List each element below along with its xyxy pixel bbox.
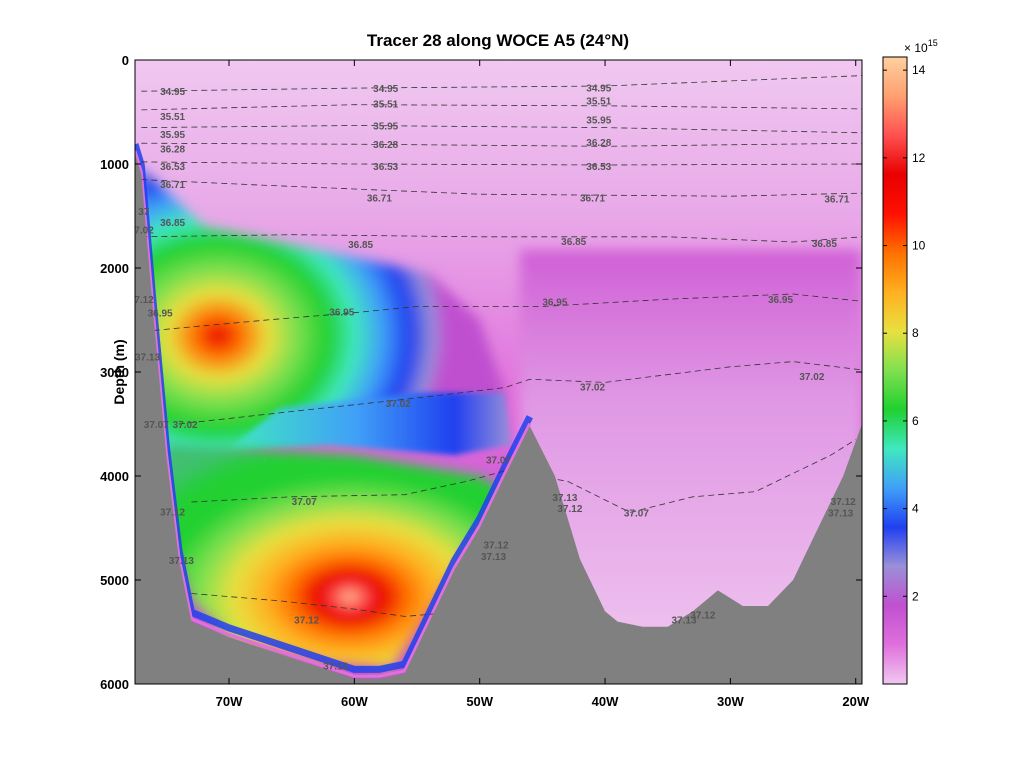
- contour-line: [141, 125, 862, 134]
- field-boundary-rim-outer: [135, 150, 532, 678]
- contour-label: 36.71: [160, 180, 185, 191]
- contour-label: 37.02: [580, 383, 605, 394]
- y-tick-label: 2000: [100, 261, 129, 276]
- contour-label: 37.13: [481, 552, 506, 563]
- contour-label: 37.13: [169, 556, 194, 567]
- contour-line: [141, 104, 862, 111]
- contour-label: 36.28: [160, 144, 185, 155]
- chart-title: Tracer 28 along WOCE A5 (24°N): [367, 31, 629, 50]
- contour-line: [178, 361, 862, 425]
- plot-area: 34.95 34.95 34.95 35.51 35.51 35.51 35.95 35.95…: [129, 60, 862, 684]
- colorbar-exponent-base: × 10: [904, 41, 928, 55]
- y-tick-label: 6000: [100, 677, 129, 692]
- x-tick-label: 70W: [216, 694, 243, 709]
- x-axis: 70W 60W 50W 40W 30W 20W: [216, 60, 870, 709]
- y-tick-label: 4000: [100, 469, 129, 484]
- x-tick-label: 60W: [341, 694, 368, 709]
- colorbar-exponent-power: 15: [928, 38, 938, 48]
- colorbar: [882, 56, 908, 685]
- contour-label: 37.12: [831, 497, 856, 508]
- colorbar-ticks: 2 4 6 8 10 12 14: [883, 63, 926, 603]
- y-tick-label: 1000: [100, 157, 129, 172]
- field-mid-depth-band: [229, 392, 511, 456]
- contour-label: 36.95: [329, 308, 354, 319]
- contour-label: 36.53: [586, 162, 611, 173]
- x-tick-label: 20W: [842, 694, 869, 709]
- contour-label: 37.12: [690, 610, 715, 621]
- contour-label: 36.85: [160, 218, 185, 229]
- y-axis: 0 1000 2000 3000 4000 5000 6000: [100, 53, 862, 692]
- x-tick-label: 30W: [717, 694, 744, 709]
- x-tick-label: 50W: [466, 694, 493, 709]
- contour-label: 36.85: [812, 239, 837, 250]
- contour-line: [191, 593, 468, 617]
- contour-label: 37.13: [552, 493, 577, 504]
- contour-label: 34.95: [586, 84, 611, 95]
- contour-label: 37.12: [294, 616, 319, 627]
- contour-label: 36.28: [586, 138, 611, 149]
- colorbar-tick-label: 6: [912, 414, 919, 428]
- contour-label: 36.71: [367, 193, 392, 204]
- contour-label: 37.02: [386, 399, 411, 410]
- contour-label: 37.12: [129, 295, 154, 306]
- contour-line: [141, 75, 862, 92]
- contour-label: 36.95: [148, 309, 173, 320]
- contour-label: 37.13: [135, 352, 160, 363]
- x-tick-label: 40W: [592, 694, 619, 709]
- contour-label: 37.02: [799, 372, 824, 383]
- y-tick-label: 3000: [100, 365, 129, 380]
- contour-label: 37.07: [144, 420, 169, 431]
- contour-label: 37.07: [624, 508, 649, 519]
- contour-label: 37.12: [483, 541, 508, 552]
- contour-label: 37.02: [173, 420, 198, 431]
- contour-label: 36.85: [348, 240, 373, 251]
- contour-labels: 34.95 34.95 34.95 35.51 35.51 35.51 35.95 35.95…: [129, 84, 856, 673]
- contour-label: 36.85: [561, 237, 586, 248]
- contour-label: 35.95: [160, 130, 185, 141]
- contour-label: 37.13: [828, 508, 853, 519]
- contour-label: 34.95: [160, 87, 185, 98]
- contour-label: 36.95: [542, 297, 567, 308]
- contour-label: 36.95: [768, 295, 793, 306]
- contour-label: 35.95: [586, 115, 611, 126]
- colorbar-tick-label: 8: [912, 326, 919, 340]
- contour-line: [141, 234, 862, 243]
- contour-label: 35.51: [160, 112, 185, 123]
- colorbar-exponent: × 1015: [904, 38, 938, 55]
- colorbar-tick-label: 2: [912, 589, 919, 603]
- contour-label: 37.07: [292, 497, 317, 508]
- contour-lines: [141, 75, 862, 617]
- contour-label: 37.13: [323, 661, 348, 672]
- contour-line: [191, 439, 856, 513]
- contour-label: 36.53: [373, 162, 398, 173]
- y-tick-label: 0: [122, 53, 129, 68]
- contour-label: 37.13: [671, 616, 696, 627]
- colorbar-tick-label: 14: [912, 63, 926, 77]
- contour-label: 37: [138, 207, 150, 218]
- contour-label: 35.95: [373, 122, 398, 133]
- colorbar-tick-label: 10: [912, 239, 926, 253]
- contour-label: 36.71: [824, 194, 849, 205]
- bathymetry: [135, 153, 862, 684]
- colorbar-tick-label: 12: [912, 151, 926, 165]
- contour-label: 36.71: [580, 193, 605, 204]
- contour-label: 37.12: [160, 507, 185, 518]
- colorbar-tick-label: 4: [912, 502, 919, 516]
- contour-label: 36.53: [160, 162, 185, 173]
- field-deep-tracer: [160, 444, 505, 669]
- y-tick-label: 5000: [100, 573, 129, 588]
- contour-label: 37.12: [557, 504, 582, 515]
- contour-line: [141, 161, 862, 166]
- y-axis-label: Depth (m): [111, 339, 127, 404]
- contour-line: [141, 179, 862, 197]
- contour-line: [141, 142, 862, 147]
- contour-label: 35.51: [586, 97, 611, 108]
- contour-label: 34.95: [373, 84, 398, 95]
- contour-label: 35.51: [373, 100, 398, 111]
- contour-label: 37.07: [486, 455, 511, 466]
- contour-label: 36.28: [373, 140, 398, 151]
- contour-label: 37.02: [129, 226, 154, 237]
